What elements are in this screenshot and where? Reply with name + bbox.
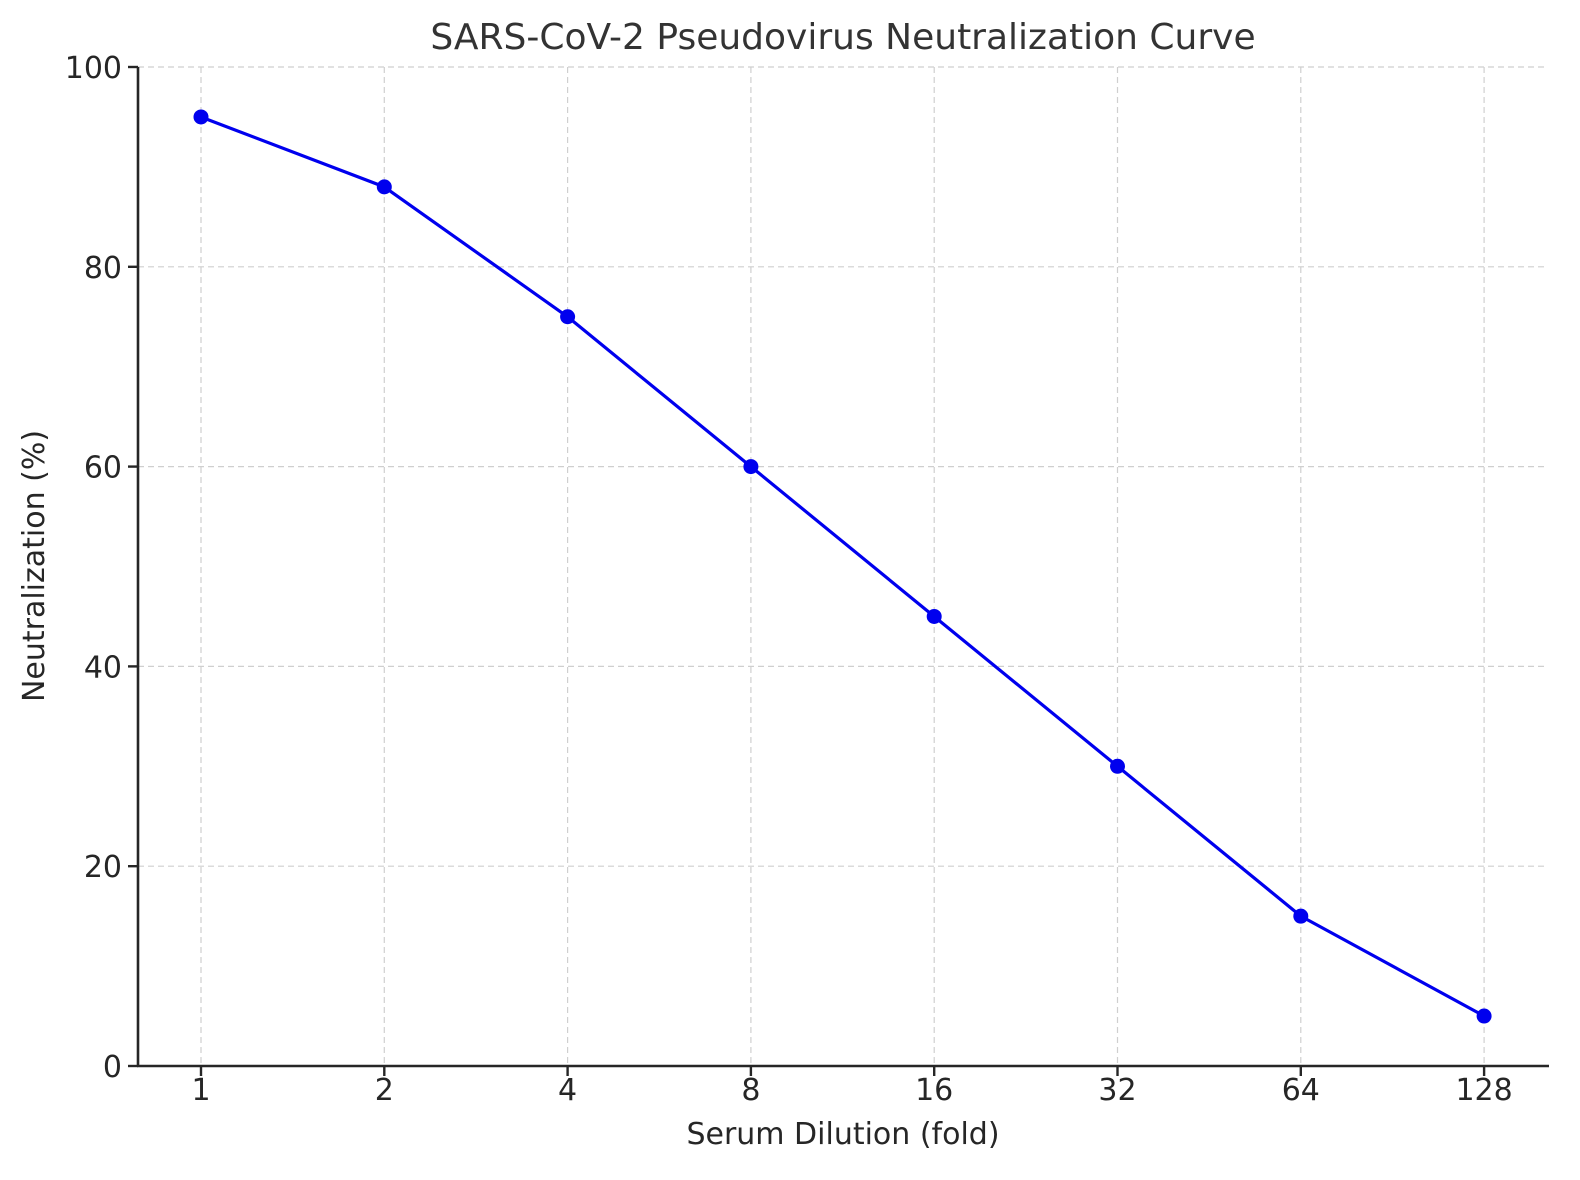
data-point-marker[interactable]: [1476, 1008, 1492, 1024]
chart-title: SARS-CoV-2 Pseudovirus Neutralization Cu…: [430, 17, 1255, 58]
data-series: [193, 109, 1492, 1024]
grid-lines: [138, 66, 1548, 1066]
x-tick-label: 32: [1098, 1073, 1136, 1108]
x-tick-label: 16: [915, 1073, 953, 1108]
data-point-marker[interactable]: [560, 309, 576, 325]
y-axis-ticks: 0 20 40 60 80 100: [65, 51, 138, 1085]
data-point-marker[interactable]: [926, 608, 942, 624]
data-point-marker[interactable]: [193, 109, 209, 125]
axes: [136, 67, 1549, 1068]
x-tick-label: 4: [558, 1073, 577, 1108]
x-axis-ticks: 1 2 4 8 16 32 64 128: [191, 1066, 1513, 1108]
y-tick-label: 80: [84, 251, 122, 286]
x-tick-label: 1: [191, 1073, 210, 1108]
x-tick-label: 8: [741, 1073, 760, 1108]
data-point-marker[interactable]: [376, 179, 392, 195]
data-point-marker[interactable]: [1110, 758, 1125, 774]
x-tick-label: 128: [1455, 1073, 1512, 1108]
x-axis-label: Serum Dilution (fold): [686, 1117, 999, 1152]
x-tick-label: 64: [1282, 1073, 1320, 1108]
data-point-marker[interactable]: [1293, 908, 1309, 924]
y-tick-label: 100: [65, 51, 122, 86]
series-line: [200, 115, 1485, 1018]
y-axis-label: Neutralization (%): [17, 430, 52, 702]
y-tick-label: 0: [103, 1050, 122, 1085]
y-tick-label: 40: [84, 650, 122, 685]
y-tick-label: 60: [84, 451, 122, 486]
x-tick-label: 2: [375, 1073, 394, 1108]
data-point-marker[interactable]: [743, 459, 759, 475]
y-tick-label: 20: [84, 850, 122, 885]
